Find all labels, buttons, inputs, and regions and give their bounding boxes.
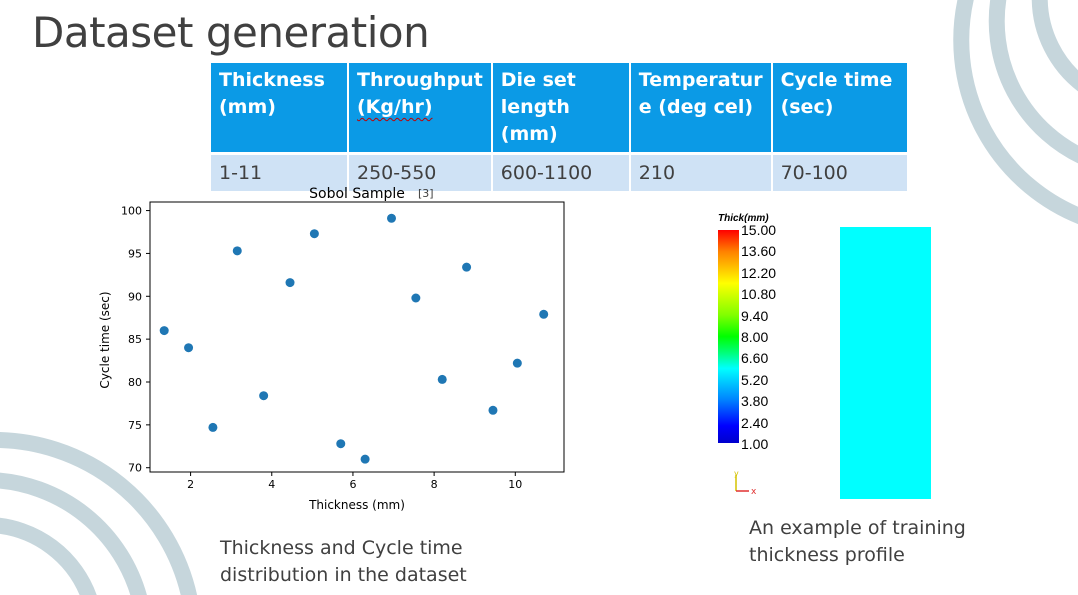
colorbar-label: 2.40: [741, 414, 769, 431]
caption-right-line2: thickness profile: [749, 544, 905, 566]
data-point: [437, 374, 447, 384]
caption-left-line1: Thickness and Cycle time: [220, 537, 463, 559]
x-axis-label: Thickness (mm): [308, 498, 405, 512]
data-points: [159, 213, 549, 464]
axes-triad-icon: y x: [734, 471, 757, 497]
colorbar-label: 3.80: [741, 393, 769, 410]
colorbar-label: 15.00: [741, 222, 777, 238]
colorbar-label: 8.00: [741, 329, 769, 345]
colorbar-label: 1.00: [741, 436, 769, 452]
y-ticks: 70 75 80 85 90 95 100: [121, 205, 150, 475]
x-tick-label: 10: [508, 478, 522, 491]
triad-x-label: x: [751, 487, 757, 497]
triad-y-label: y: [734, 471, 739, 478]
colorbar-label: 6.60: [741, 350, 769, 367]
colorbar-label: 9.40: [741, 307, 769, 324]
header-temperature: Temperatur e (deg cel): [630, 63, 771, 152]
table-row: 1-11 250-550 600-1100 210 70-100: [211, 152, 907, 191]
caption-left: Thickness and Cycle time distribution in…: [220, 535, 467, 589]
cell-thickness: 1-11: [211, 152, 347, 191]
data-point: [462, 262, 472, 272]
y-tick-label: 95: [128, 247, 142, 260]
data-point: [159, 326, 169, 336]
data-point: [387, 213, 396, 223]
header-thickness: Thickness (mm): [211, 63, 347, 152]
data-point: [411, 293, 421, 303]
cell-temperature: 210: [630, 152, 771, 191]
data-point: [208, 422, 218, 432]
data-point: [488, 405, 498, 415]
x-ticks: 2 4 6 8 10: [187, 472, 522, 491]
data-point: [309, 229, 319, 239]
y-tick-label: 85: [128, 333, 142, 346]
y-tick-label: 75: [128, 419, 142, 432]
data-point: [259, 391, 269, 401]
caption-right-line1: An example of training: [749, 517, 966, 539]
slide-title: Dataset generation: [32, 8, 430, 57]
cell-die-set-length: 600-1100: [492, 152, 629, 191]
plot-frame: [149, 201, 565, 473]
table-header-row: Thickness (mm) Throughput (Kg/hr) Die set l…: [211, 63, 907, 152]
y-tick-label: 90: [128, 290, 142, 303]
header-cycle-time: Cycle time (sec): [772, 63, 907, 152]
colorbar-title: Thick(mm): [718, 213, 769, 224]
cell-throughput: 250-550: [349, 152, 491, 191]
x-tick-label: 8: [431, 478, 438, 491]
data-point: [512, 358, 522, 368]
caption-right: An example of training thickness profile: [749, 515, 966, 569]
parameter-table: Thickness (mm) Throughput (Kg/hr) Die set l…: [209, 63, 909, 191]
data-point: [232, 246, 242, 256]
data-point: [360, 454, 370, 464]
colorbar-label: 10.80: [741, 286, 777, 303]
x-tick-label: 6: [349, 478, 356, 491]
colorbar-label: 5.20: [741, 371, 769, 388]
header-throughput: Throughput (Kg/hr): [349, 63, 491, 152]
colorbar-gradient: [718, 230, 739, 443]
y-tick-label: 70: [128, 462, 142, 475]
y-tick-label: 80: [128, 376, 142, 389]
y-axis-label: Cycle time (sec): [98, 291, 112, 388]
x-tick-label: 2: [187, 478, 194, 491]
data-point: [539, 309, 549, 319]
caption-left-line2: distribution in the dataset: [220, 564, 467, 586]
colorbar-label: 13.60: [741, 243, 777, 260]
data-point: [336, 439, 346, 449]
thickness-profile-bar: [840, 227, 931, 499]
data-point: [184, 343, 194, 353]
header-die-set-length: Die set length (mm): [492, 63, 629, 152]
cell-cycle-time: 70-100: [772, 152, 907, 191]
data-point: [285, 278, 295, 288]
colorbar-label: 12.20: [741, 264, 777, 281]
y-tick-label: 100: [121, 205, 142, 218]
x-tick-label: 4: [268, 478, 275, 491]
